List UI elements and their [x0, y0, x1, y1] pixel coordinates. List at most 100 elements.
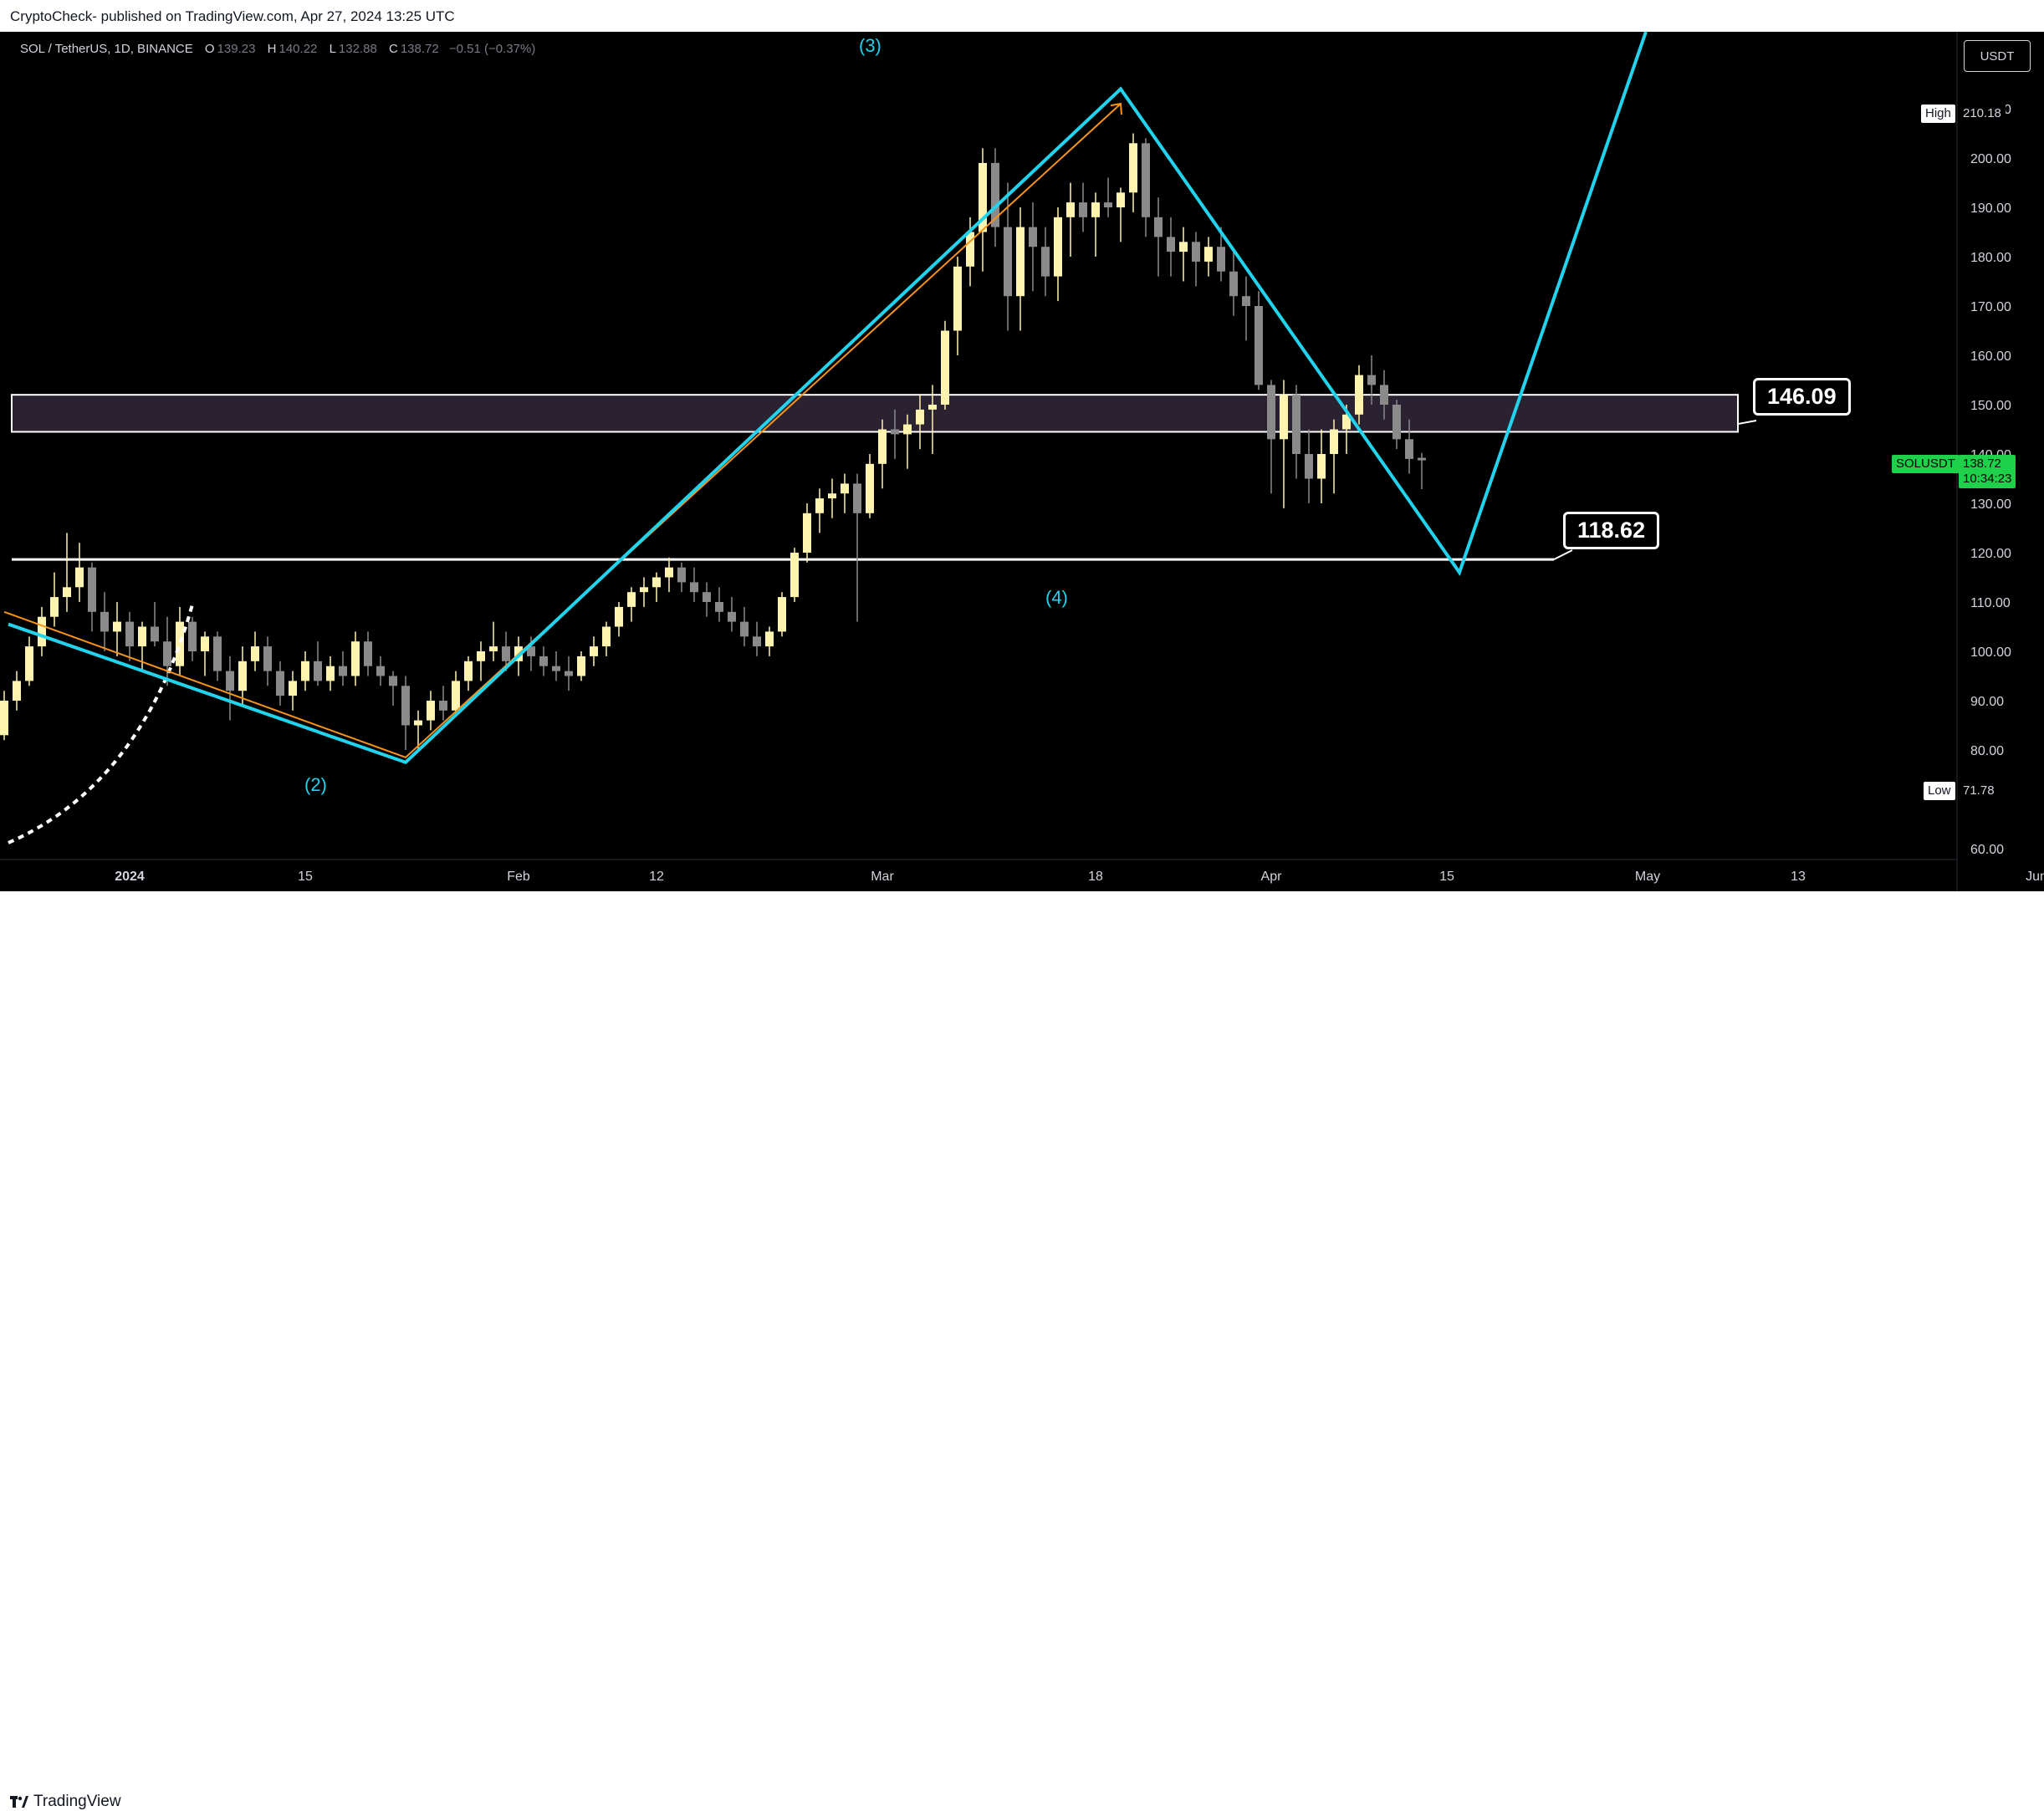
candle-body	[665, 567, 673, 578]
wave-label-3: (3)	[859, 35, 881, 56]
candle-body	[753, 636, 761, 647]
candle-body	[878, 429, 887, 464]
candle-body	[690, 582, 698, 593]
impulse-arrow-head	[1110, 102, 1122, 115]
candle-body	[916, 409, 924, 425]
candle-body	[565, 671, 573, 676]
high-tag-value: 210.18	[1959, 105, 2006, 123]
candle-body	[1380, 385, 1388, 405]
candle-body	[1255, 306, 1263, 385]
candle-body	[1004, 227, 1012, 297]
resistance-callout-leader	[1737, 420, 1757, 426]
candle-body	[13, 681, 21, 701]
legend-high-label: H	[267, 42, 277, 56]
impulse-arrow-line	[3, 103, 1122, 758]
candle-body	[1129, 143, 1137, 193]
y-tick-label: 160.00	[1970, 349, 2011, 364]
candle-body	[602, 626, 611, 647]
chart-legend: SOL / TetherUS, 1D, BINANCE O 139.23 H 140…	[20, 42, 535, 56]
candle-body	[389, 676, 397, 686]
candle-body	[527, 646, 535, 656]
x-tick-label: Feb	[507, 870, 530, 884]
elliott-wave-line	[8, 32, 1648, 765]
candle-body	[238, 661, 247, 691]
legend-low-value: 132.88	[338, 42, 377, 56]
x-tick-label: 13	[1791, 870, 1806, 884]
candle-body	[452, 681, 460, 711]
candle-body	[1267, 385, 1275, 440]
y-tick-label: 100.00	[1970, 645, 2011, 660]
candle-body	[1192, 242, 1200, 262]
candle-body	[1117, 192, 1125, 207]
candle-body	[226, 671, 234, 691]
resistance-zone	[11, 394, 1739, 433]
candle-body	[1016, 227, 1025, 297]
candle-body	[778, 597, 786, 632]
x-tick-label: 12	[649, 870, 664, 884]
candle-body	[941, 330, 949, 405]
candle-body	[75, 567, 84, 588]
legend-close-label: C	[388, 42, 398, 56]
tradingview-logo-text: TradingView	[33, 1793, 121, 1810]
y-tick-label: 90.00	[1970, 695, 2004, 709]
bottom-bar: TradingView	[0, 891, 2044, 1810]
currency-button[interactable]: USDT	[1964, 40, 2031, 72]
candle-body	[125, 621, 134, 647]
low-tag-value: 71.78	[1959, 782, 1999, 800]
chart-canvas[interactable]: 60.00 80.00 90.00 100.00 110.00 120.00 130.00 1…	[0, 32, 2044, 891]
candle-body	[1041, 247, 1050, 277]
price-chart[interactable]: 60.00 80.00 90.00 100.00 110.00 120.00 130.00 1…	[0, 32, 2044, 891]
legend-open-label: O	[204, 42, 215, 56]
candle-body	[703, 592, 711, 602]
candle-body	[652, 577, 661, 588]
candle-body	[577, 656, 585, 676]
last-price-value: 138.72	[1963, 457, 2001, 471]
candle-body	[1154, 217, 1163, 237]
candle-body	[439, 701, 447, 711]
x-tick-label: 15	[298, 870, 313, 884]
candle-body	[401, 686, 410, 726]
resistance-callout[interactable]: 146.09	[1753, 378, 1851, 416]
candle-body	[301, 661, 309, 681]
candles-layer	[0, 133, 1426, 750]
candle-body	[63, 587, 71, 598]
candle-body	[1229, 271, 1238, 297]
x-tick-label: Apr	[1261, 870, 1283, 884]
candle-body	[201, 636, 209, 651]
support-callout[interactable]: 118.62	[1563, 512, 1660, 549]
candle-body	[953, 266, 962, 331]
legend-low-label: L	[329, 42, 336, 56]
bar-countdown: 10:34:23	[1963, 472, 2012, 486]
parabolic-curve	[8, 604, 194, 844]
candle-body	[1167, 237, 1175, 253]
y-tick-label: 110.00	[1970, 596, 2011, 610]
wave-label-4: (4)	[1045, 587, 1068, 608]
candle-body	[289, 681, 297, 696]
y-tick-label: 130.00	[1970, 497, 2011, 512]
x-tick-label: May	[1635, 870, 1660, 884]
candle-body	[1367, 375, 1376, 385]
x-tick-label: 2024	[115, 870, 145, 884]
candle-body	[991, 162, 999, 227]
candle-body	[163, 641, 171, 666]
candle-body	[427, 701, 435, 721]
candle-body	[1405, 439, 1413, 459]
resistance-zone-layer	[11, 394, 1739, 433]
candle-body	[1418, 457, 1426, 461]
candle-body	[615, 606, 623, 627]
legend-symbol[interactable]: SOL / TetherUS, 1D, BINANCE	[20, 42, 193, 56]
candle-body	[1066, 202, 1075, 217]
candle-body	[891, 429, 899, 435]
candle-body	[1142, 143, 1150, 217]
candle-body	[351, 641, 360, 676]
candle-body	[464, 661, 473, 681]
candle-body	[151, 626, 159, 642]
candle-body	[276, 671, 284, 696]
candle-body	[928, 405, 937, 410]
candle-body	[263, 646, 272, 671]
tradingview-logo[interactable]: TradingView	[10, 1793, 121, 1811]
candle-body	[339, 666, 347, 676]
low-tag-label: Low	[1924, 782, 1955, 800]
high-tag-label: High	[1921, 105, 1955, 123]
candle-body	[1392, 405, 1401, 440]
